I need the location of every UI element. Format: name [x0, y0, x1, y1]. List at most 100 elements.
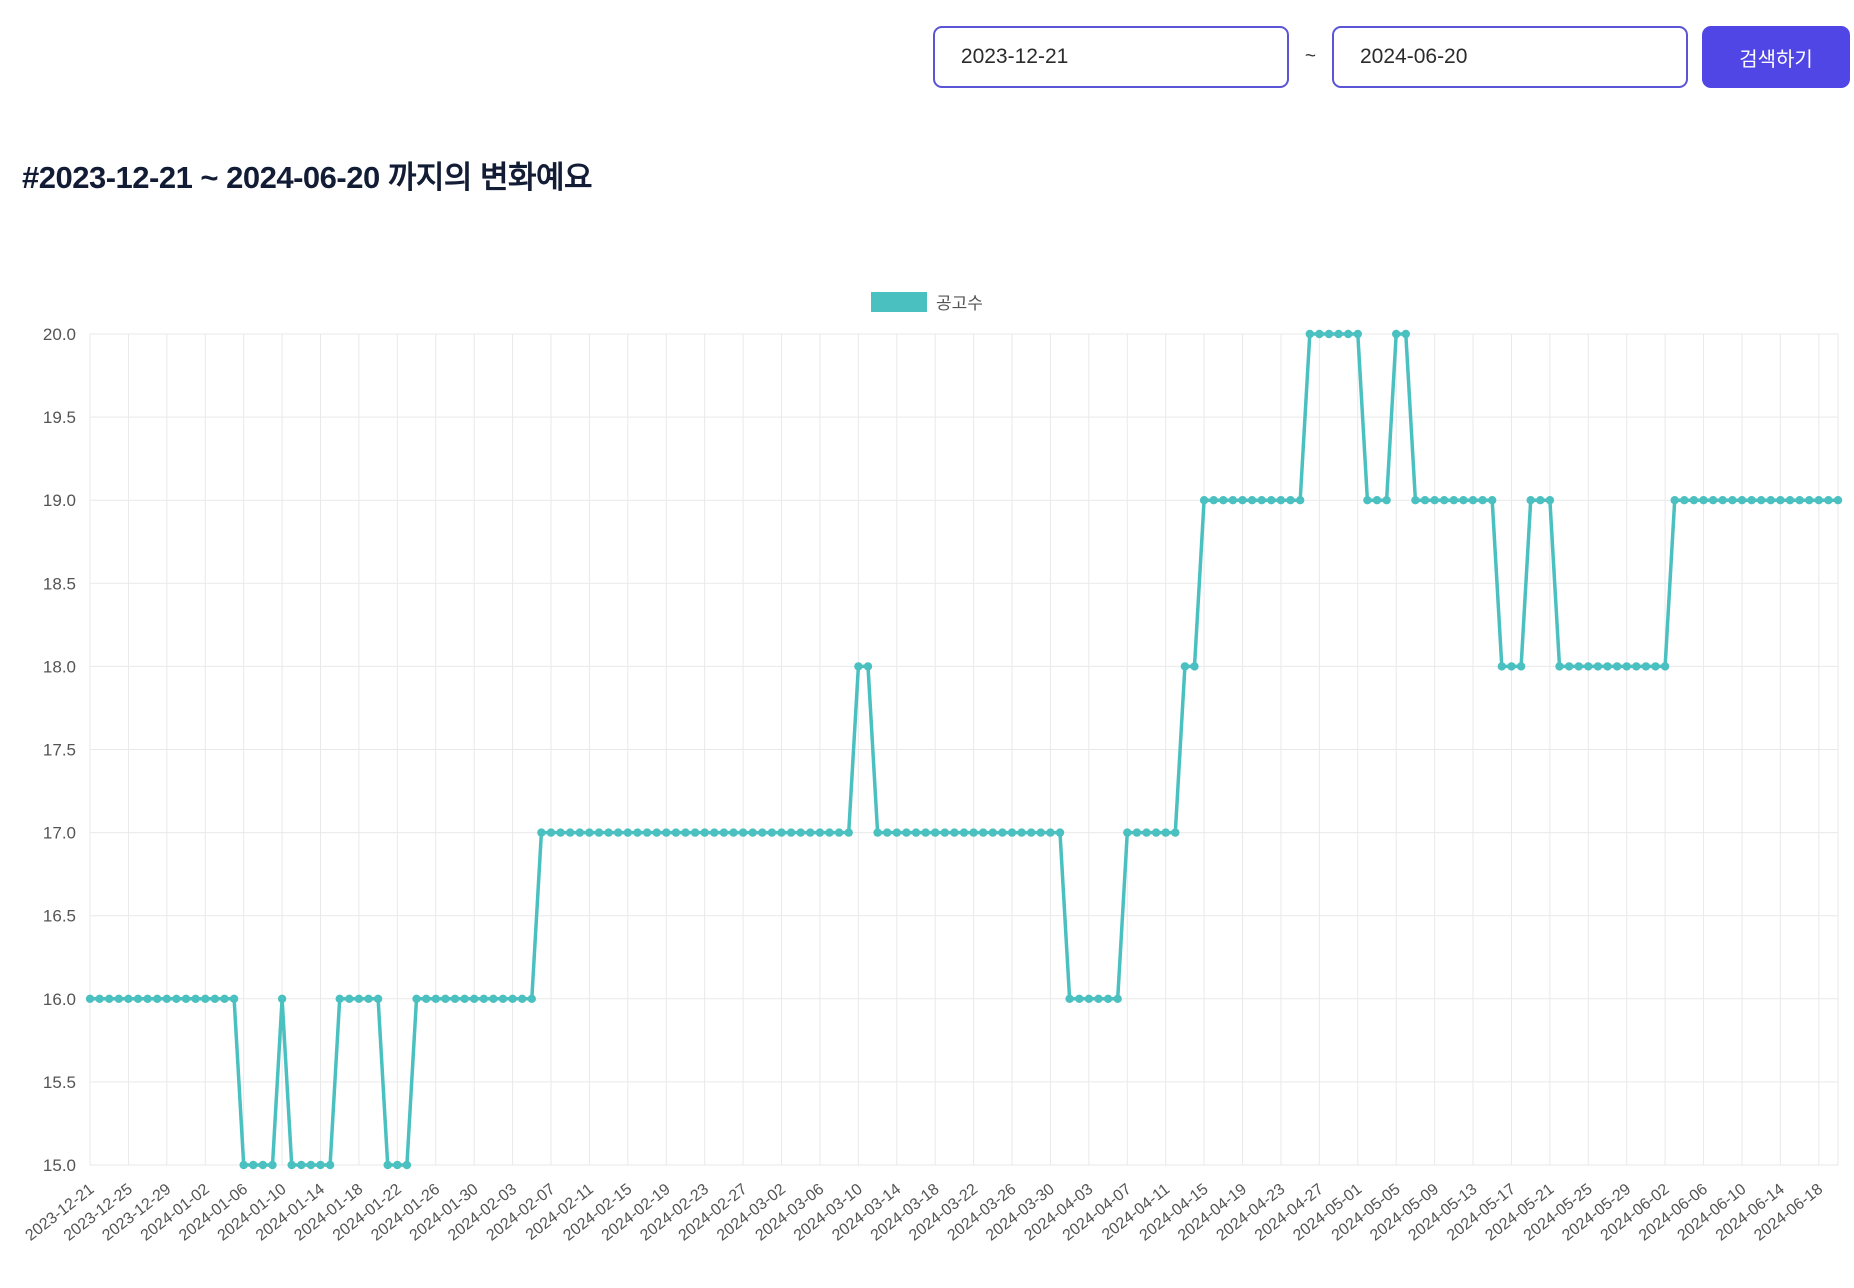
data-point	[1353, 329, 1363, 339]
data-point	[133, 994, 143, 1003]
data-point	[1814, 496, 1824, 505]
data-point	[1612, 662, 1622, 671]
data-point	[1507, 662, 1516, 671]
data-point	[181, 994, 191, 1003]
data-point	[979, 828, 988, 837]
data-point	[1382, 496, 1391, 505]
data-point	[815, 828, 825, 837]
data-point	[1536, 496, 1545, 505]
data-point	[1411, 496, 1420, 505]
data-point	[1046, 828, 1055, 837]
search-button[interactable]: 검색하기	[1702, 26, 1850, 88]
data-point	[1017, 828, 1026, 837]
data-point	[1036, 828, 1046, 837]
y-tick-label: 15.0	[43, 1156, 76, 1175]
data-point	[470, 994, 479, 1003]
data-point	[767, 828, 777, 837]
data-point	[441, 994, 450, 1003]
data-point	[527, 994, 536, 1003]
data-point	[594, 828, 604, 837]
data-point	[316, 1160, 325, 1170]
data-point	[393, 1160, 402, 1170]
data-point	[921, 828, 930, 837]
data-point	[1757, 496, 1766, 505]
y-tick-label: 17.0	[43, 824, 76, 843]
data-point	[1478, 496, 1487, 505]
data-point	[690, 828, 700, 837]
data-point	[1497, 662, 1507, 671]
data-point	[1296, 496, 1305, 505]
data-point	[652, 828, 661, 837]
data-point	[671, 828, 681, 837]
data-point	[1622, 662, 1631, 671]
y-tick-label: 16.0	[43, 990, 76, 1009]
data-point	[1065, 994, 1074, 1003]
data-point	[1459, 496, 1468, 505]
end-date-input[interactable]	[1332, 26, 1688, 88]
data-point	[1632, 662, 1641, 671]
data-point	[710, 828, 719, 837]
data-point	[738, 828, 748, 837]
start-date-input[interactable]	[932, 26, 1289, 88]
data-point	[642, 828, 652, 837]
y-tick-label: 16.5	[43, 907, 76, 926]
data-point	[287, 1160, 296, 1170]
data-point	[844, 828, 853, 837]
data-point	[1766, 496, 1776, 505]
data-point	[1315, 329, 1324, 339]
data-point	[210, 994, 220, 1003]
data-point	[1171, 828, 1180, 837]
data-point	[1737, 496, 1747, 505]
data-point	[566, 828, 575, 837]
data-point	[883, 828, 892, 837]
data-point	[1142, 828, 1151, 837]
line-chart: 15.0 15.5 16.0 16.5 17.0 17.5 18.0 18.5 19.0 19.5…	[23, 325, 1843, 1245]
data-point	[575, 828, 584, 837]
data-point	[556, 828, 565, 837]
data-point	[892, 828, 901, 837]
data-point	[633, 828, 642, 837]
data-point	[1027, 828, 1036, 837]
data-point	[786, 828, 796, 837]
data-point	[1689, 496, 1699, 505]
data-point	[1238, 496, 1247, 505]
data-point	[229, 994, 239, 1003]
data-point	[114, 994, 124, 1003]
data-point	[105, 994, 114, 1003]
data-point	[364, 994, 373, 1003]
data-point	[1401, 329, 1411, 339]
data-point	[297, 1160, 306, 1170]
data-point	[162, 994, 171, 1003]
data-point	[911, 828, 921, 837]
data-point	[354, 994, 364, 1003]
data-point	[1555, 662, 1564, 671]
data-point	[777, 828, 786, 837]
data-point	[1440, 496, 1449, 505]
data-point	[1670, 496, 1679, 505]
chart-legend-item[interactable]: 공고수	[0, 289, 1854, 314]
data-point	[662, 828, 671, 837]
data-point	[1833, 496, 1843, 505]
data-point	[220, 994, 229, 1003]
data-point	[1344, 329, 1353, 339]
data-point	[1190, 662, 1199, 671]
data-point	[1209, 496, 1218, 505]
data-point	[1574, 662, 1583, 671]
data-point	[1747, 496, 1756, 505]
data-point	[508, 994, 517, 1003]
data-point	[681, 828, 690, 837]
data-point	[623, 828, 632, 837]
legend-swatch	[871, 291, 928, 312]
data-point	[335, 994, 344, 1003]
data-point	[258, 1160, 268, 1170]
data-point	[1219, 496, 1228, 505]
data-point	[1430, 496, 1439, 505]
data-point	[719, 828, 729, 837]
data-point	[748, 828, 757, 837]
data-point	[1305, 329, 1315, 339]
data-point	[1123, 828, 1132, 837]
data-point	[95, 994, 104, 1003]
data-point	[873, 828, 882, 837]
data-point	[1286, 496, 1295, 505]
data-point	[537, 828, 546, 837]
